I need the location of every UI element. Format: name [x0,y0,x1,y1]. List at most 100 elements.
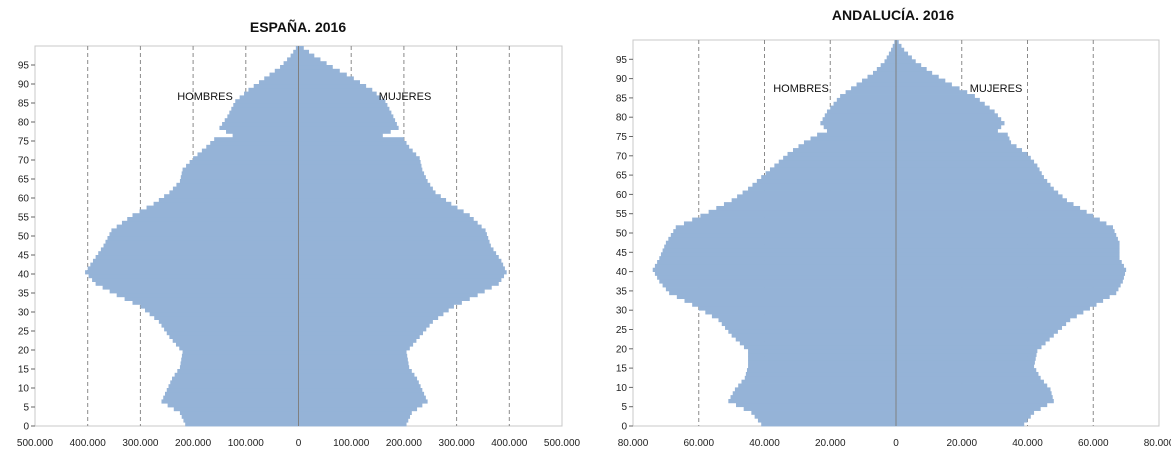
men-bar [181,357,299,362]
y-tick-label: 90 [616,74,628,85]
men-bar [748,186,896,191]
women-bar [298,148,413,153]
women-bar [298,133,383,138]
men-bar [669,290,896,296]
men-bar [721,321,896,327]
women-bar [896,379,1044,384]
men-bar [752,182,896,188]
women-bar [298,418,409,423]
y-tick-label: 10 [18,384,30,395]
men-bar [153,201,299,206]
women-bar [896,182,1051,188]
y-tick-label: 15 [18,365,30,376]
women-bar [298,209,464,214]
women-bar [298,220,478,225]
men-bar [181,171,299,176]
men-bar [231,106,299,111]
men-bar [892,43,896,49]
women-bar [298,304,454,309]
women-bar [298,125,399,130]
men-label: HOMBRES [177,91,233,103]
x-tick-label: 0 [893,438,899,449]
men-bar [742,190,896,195]
women-bar [298,122,397,127]
women-bar [896,283,1121,288]
y-tick-label: 5 [621,402,627,413]
men-bar [172,376,299,381]
y-tick-label: 55 [18,213,30,224]
women-bar [298,338,417,343]
men-bar [274,68,299,73]
women-bar [896,252,1120,257]
women-bar [298,403,423,408]
women-bar [298,296,470,301]
women-bar [298,49,310,54]
men-bar [744,375,896,381]
women-bar [298,163,422,168]
women-bar [896,163,1038,168]
men-bar [193,156,299,161]
men-bar [95,281,299,286]
men-bar [85,270,299,275]
women-bar [298,213,470,218]
women-bar [298,175,426,180]
men-bar [170,380,299,385]
women-bar [896,402,1048,408]
women-bar [298,103,388,108]
men-bar [227,114,299,119]
women-bar [298,285,492,290]
men-bar [660,252,896,257]
men-bar [139,209,299,214]
women-bar [896,333,1054,338]
women-bar [896,294,1110,300]
men-bar [224,118,299,123]
men-bar [189,160,299,165]
men-bar [98,251,299,256]
men-bar [269,72,299,77]
women-bar [298,410,412,415]
men-bar [662,248,896,253]
x-tick-label: 40.000 [1012,438,1043,449]
women-bar [896,51,909,56]
women-bar [298,315,439,320]
women-bar [896,205,1081,211]
men-bar [675,225,896,230]
men-bar [287,57,299,62]
women-bar [896,236,1118,242]
men-bar [730,395,896,400]
men-label: HOMBRES [773,83,829,95]
women-bar [896,325,1063,330]
men-bar [226,129,299,134]
women-bar [298,277,502,282]
women-bar [896,167,1040,172]
men-bar [103,243,299,248]
men-bar [711,314,896,319]
men-bar [88,274,299,279]
men-bar [111,228,299,233]
men-bar [140,304,299,309]
women-bar [298,110,392,115]
women-bar [896,202,1074,207]
x-tick-label: 500.000 [544,438,581,449]
men-bar [235,99,299,104]
women-bar [298,323,430,328]
men-bar [197,152,299,157]
men-bar [826,128,896,134]
men-bar [185,422,299,427]
women-bar [896,387,1051,392]
men-bar [862,78,896,83]
men-bar [158,319,299,324]
women-bar [896,140,1012,145]
y-tick-label: 75 [18,137,30,148]
men-bar [798,144,896,149]
men-bar [684,298,896,303]
women-bar [896,267,1127,272]
men-bar [664,244,896,249]
women-bar [298,84,367,89]
y-axis-ticks: 0 5 10 15 20 25 30 35 40 45 50 55 60 65 70 75 80 85 90 95 [616,55,633,433]
women-bar [896,217,1100,222]
men-bar [145,308,299,313]
women-bar [298,224,482,229]
women-bar [896,194,1063,199]
women-bar [896,175,1044,180]
